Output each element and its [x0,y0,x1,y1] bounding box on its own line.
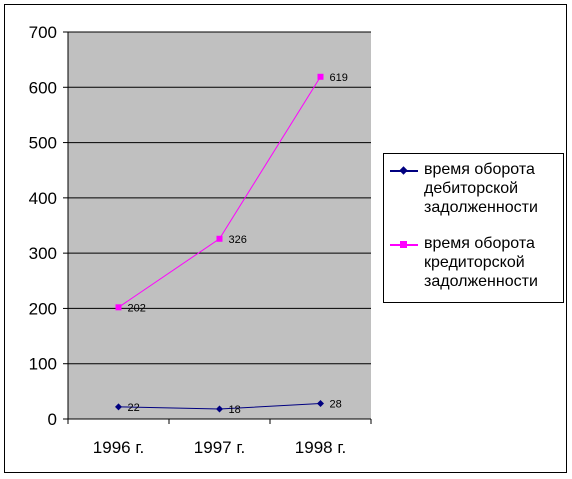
square-marker-icon [400,241,407,248]
series-1: 202 326 619 [115,72,348,314]
y-tick-label: 100 [29,355,57,374]
y-tick-label: 200 [29,299,57,318]
y-tick-label: 600 [29,78,57,97]
data-point [115,403,122,411]
y-tick-label: 400 [29,189,57,208]
data-label: 18 [229,404,241,416]
legend-key-payables [390,241,418,248]
series-group: 22 18 28 202 326 619 [115,72,348,416]
legend-label-receivables: время оборота дебиторской задолженности [424,161,538,216]
data-point [216,405,223,413]
y-tick-label: 0 [48,410,57,429]
data-label: 619 [330,72,348,84]
plot-area [68,32,371,419]
axes [63,31,372,424]
legend-label-payables: время оборота кредиторской задолженности [424,235,538,290]
x-tick-label: 1998 г. [295,438,346,457]
data-label: 28 [330,399,342,411]
x-tick-label: 1997 г. [194,438,245,457]
data-label: 22 [128,402,140,414]
data-point [317,400,324,408]
y-tick-label: 300 [29,244,57,263]
data-label: 202 [128,302,146,314]
x-tick-label: 1996 г. [93,438,144,457]
data-label: 326 [229,234,247,246]
chart-frame: 0 100 200 300 400 500 600 700 1996 г. 1997 г. 199… [4,4,567,473]
diamond-marker-icon [399,166,408,175]
legend: время оборота дебиторской задолженности … [383,153,564,303]
series-0: 22 18 28 [115,399,342,416]
data-point [216,235,223,242]
y-tick-labels: 0 100 200 300 400 500 600 700 [29,23,57,429]
x-tick-labels: 1996 г. 1997 г. 1998 г. [93,438,346,457]
data-point [115,304,122,311]
legend-key-receivables [390,166,418,175]
y-tick-label: 500 [29,134,57,153]
y-tick-label: 700 [29,23,57,42]
data-point [317,73,324,80]
